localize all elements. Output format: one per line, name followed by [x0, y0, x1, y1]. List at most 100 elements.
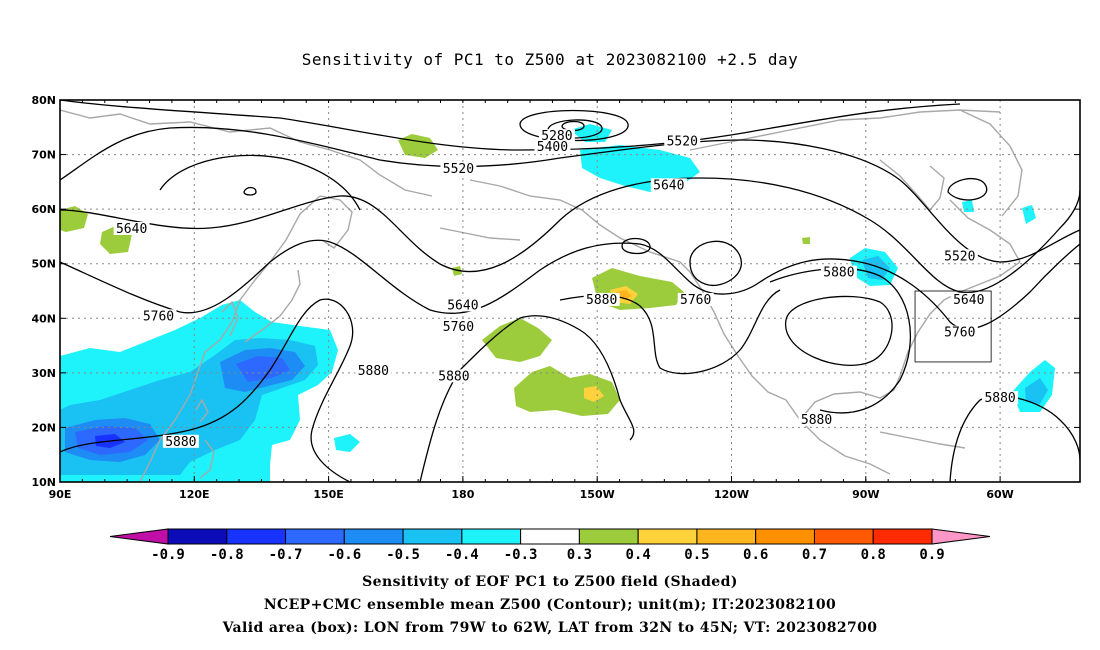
lon-tick-label: 90W	[852, 488, 879, 501]
contour-label-bg	[162, 434, 199, 448]
lat-tick-label: 70N	[31, 149, 56, 162]
colorbar-swatch	[696, 528, 757, 545]
contour-label: 5880	[583, 292, 620, 308]
lat-tick-label: 30N	[31, 367, 56, 380]
contour-label-bg	[798, 412, 835, 426]
coast-hudson	[879, 159, 945, 212]
contour-label-text: 5760	[680, 293, 711, 308]
coastlines	[60, 109, 1023, 482]
negative-area-atlantic-core	[1025, 378, 1048, 404]
contour-label-bg	[113, 221, 150, 235]
colorbar: -0.9 -0.8 -0.7 -0.6 -0.5 -0.4 -0.3 0.3 0.4 0.5 0.6…	[109, 528, 991, 563]
colorbar-arrow-right	[931, 528, 991, 545]
lat-tick-label: 40N	[31, 312, 56, 325]
contour-label: 5640	[950, 292, 987, 308]
contour-5520	[60, 126, 1080, 263]
colorbar-label: -0.8	[210, 547, 244, 563]
valid-area-box	[914, 290, 992, 363]
caption-contour: NCEP+CMC ensemble mean Z500 (Contour); u…	[263, 597, 837, 613]
negative-area-small-2	[1022, 205, 1036, 224]
coast-kamchatka	[319, 195, 353, 249]
contour-label: 5880	[435, 369, 472, 384]
colorbar-label: -0.9	[151, 547, 185, 563]
contour-label: 5520	[664, 134, 701, 150]
contour-label: 5520	[941, 249, 978, 264]
contour-label-bg	[982, 391, 1019, 405]
lat-tick-label: 80N	[31, 94, 56, 107]
sensitivity-shading	[60, 124, 1055, 482]
negative-area-small-3	[962, 200, 974, 212]
positive-area-2	[60, 206, 88, 232]
coast-alaska	[469, 179, 691, 273]
colorbar-swatch	[520, 528, 580, 545]
colorbar-label: 0.9	[919, 547, 944, 563]
lon-tick-label: 120W	[714, 488, 749, 501]
contour-small-ring	[243, 186, 257, 196]
contour-5880-a	[60, 298, 354, 482]
contour-label-text: 5760	[443, 320, 474, 335]
lon-tick-label: 90E	[49, 488, 72, 501]
contour-label-bg	[664, 134, 701, 148]
colorbar-swatch	[343, 528, 404, 545]
coast-arctic-canada	[689, 109, 1001, 151]
positive-area-6-core	[584, 386, 604, 402]
contour-label: 5760	[440, 320, 477, 335]
contour-label-text: 5640	[953, 293, 984, 308]
coast-japan	[244, 269, 301, 343]
colorbar-swatch	[167, 528, 228, 545]
axis-ticks: 90E 120E 150E 180 150W 120W 90W 60W 80N 70N 60N 50N…	[31, 94, 1080, 501]
coast-philippines	[199, 439, 215, 479]
contour-label-bg	[534, 140, 571, 154]
colorbar-swatch	[226, 528, 287, 545]
positive-area-small-2	[802, 237, 810, 244]
contour-label-bg	[650, 178, 687, 192]
contour-5640-b	[159, 154, 361, 211]
positive-area-5	[482, 318, 552, 362]
contour-label-bg	[941, 325, 978, 339]
lon-tick-label: 150W	[580, 488, 615, 501]
lat-tick-label: 60N	[31, 203, 56, 216]
colorbar-arrow-left	[109, 528, 169, 545]
contour-label-text: 5520	[667, 135, 698, 150]
contour-label: 5760	[677, 292, 714, 308]
contour-label-bg	[444, 298, 481, 312]
coast-caribbean	[879, 431, 966, 449]
contour-5400	[60, 100, 961, 151]
contour-5880-e	[949, 395, 1080, 482]
contour-label-text: 5400	[537, 140, 568, 155]
contour-label: 5400	[534, 140, 571, 155]
contour-label-bg	[583, 292, 620, 306]
colorbar-swatch	[813, 528, 874, 545]
contour-label: 5880	[982, 391, 1019, 406]
caption-valid-area: Valid area (box): LON from 79W to 62W, L…	[222, 620, 878, 636]
contour-5640	[60, 177, 1080, 294]
contour-label: 5640	[650, 178, 687, 193]
contour-label-bg	[941, 249, 978, 263]
contour-label-text: 5880	[438, 369, 469, 384]
colorbar-label: -0.3	[504, 547, 538, 563]
colorbar-swatch	[578, 528, 639, 545]
negative-area-greatlakes-core	[862, 256, 890, 280]
lat-tick-label: 50N	[31, 258, 56, 271]
contour-label-text: 5880	[984, 391, 1015, 406]
coast-labrador	[949, 199, 1021, 263]
contour-label: 5520	[440, 161, 477, 177]
contour-label-bg	[950, 292, 987, 306]
colorbar-label: 0.6	[743, 547, 768, 563]
coast-mexico	[799, 419, 891, 475]
coast-korea	[221, 300, 239, 337]
lon-tick-label: 120E	[179, 488, 209, 501]
colorbar-label: -0.6	[327, 547, 361, 563]
contour-label-text: 5880	[823, 266, 854, 281]
contour-label: 5640	[444, 298, 481, 313]
contour-label-text: 5520	[944, 249, 975, 264]
contour-label-bg	[440, 161, 477, 175]
coast-na-east	[899, 261, 1021, 377]
negative-area-asia-core2	[236, 356, 290, 382]
contour-label-text: 5880	[801, 413, 832, 428]
colorbar-label: -0.5	[386, 547, 420, 563]
colorbar-label: 0.3	[567, 547, 592, 563]
contour-5760-ring-na	[689, 240, 743, 286]
